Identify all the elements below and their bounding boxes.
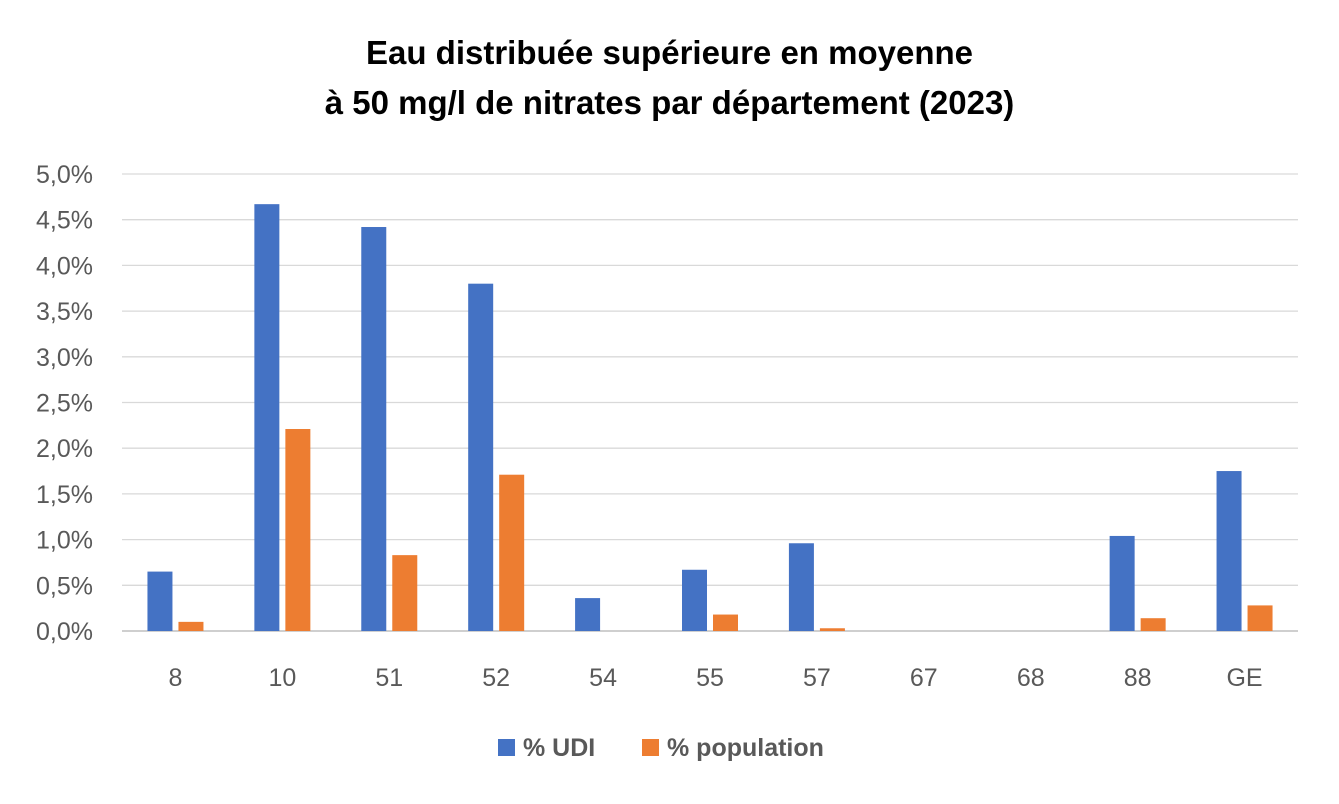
y-tick-label: 1,5% [36, 481, 93, 509]
y-tick-label: 0,5% [36, 572, 93, 600]
y-tick-label: 0,0% [36, 618, 93, 646]
y-tick-label: 2,5% [36, 390, 93, 418]
y-tick-label: 3,5% [36, 298, 93, 326]
legend-label-udi: % UDI [523, 734, 595, 762]
bar-population-ge [1247, 605, 1273, 631]
bar-udi-57 [788, 543, 814, 631]
bar-population-57 [819, 628, 845, 631]
bar-udi-51 [361, 227, 387, 631]
bar-population-51 [392, 555, 418, 631]
legend-label-population: % population [667, 734, 824, 762]
chart-title-line-2: à 50 mg/l de nitrates par département (2… [324, 84, 1015, 121]
y-tick-label: 2,0% [36, 435, 93, 463]
bar-population-8 [178, 621, 204, 631]
y-tick-label: 4,5% [36, 207, 93, 235]
x-tick-label: 51 [375, 664, 403, 692]
bar-population-55 [713, 614, 738, 631]
y-tick-label: 4,0% [36, 252, 93, 280]
bar-udi-52 [468, 283, 494, 631]
bar-population-10 [285, 429, 311, 631]
legend-swatch-udi [498, 739, 515, 756]
y-tick-label: 3,0% [36, 344, 93, 372]
bar-udi-ge [1216, 471, 1242, 631]
bar-udi-54 [575, 598, 601, 631]
x-tick-label: 8 [169, 664, 183, 692]
y-tick-label: 5,0% [36, 161, 93, 189]
bar-population-52 [499, 474, 525, 631]
x-tick-label: 67 [910, 664, 938, 692]
x-tick-label: 88 [1124, 664, 1152, 692]
y-tick-label: 1,0% [36, 527, 93, 555]
x-tick-label: GE [1226, 664, 1262, 692]
x-tick-label: 57 [803, 664, 831, 692]
x-tick-label: 52 [482, 664, 510, 692]
chart-title-line-1: Eau distribuée supérieure en moyenne [365, 34, 974, 71]
bar-udi-55 [682, 569, 707, 631]
bar-udi-8 [147, 571, 173, 631]
bar-population-88 [1140, 618, 1166, 631]
chart-title: Eau distribuée supérieure en moyenne à 5… [0, 28, 1339, 128]
x-tick-label: 68 [1017, 664, 1045, 692]
x-tick-label: 10 [268, 664, 296, 692]
x-tick-label: 54 [589, 664, 617, 692]
bar-udi-10 [254, 204, 280, 632]
x-tick-label: 55 [696, 664, 724, 692]
legend-swatch-population [642, 739, 659, 756]
bar-udi-88 [1109, 535, 1135, 631]
